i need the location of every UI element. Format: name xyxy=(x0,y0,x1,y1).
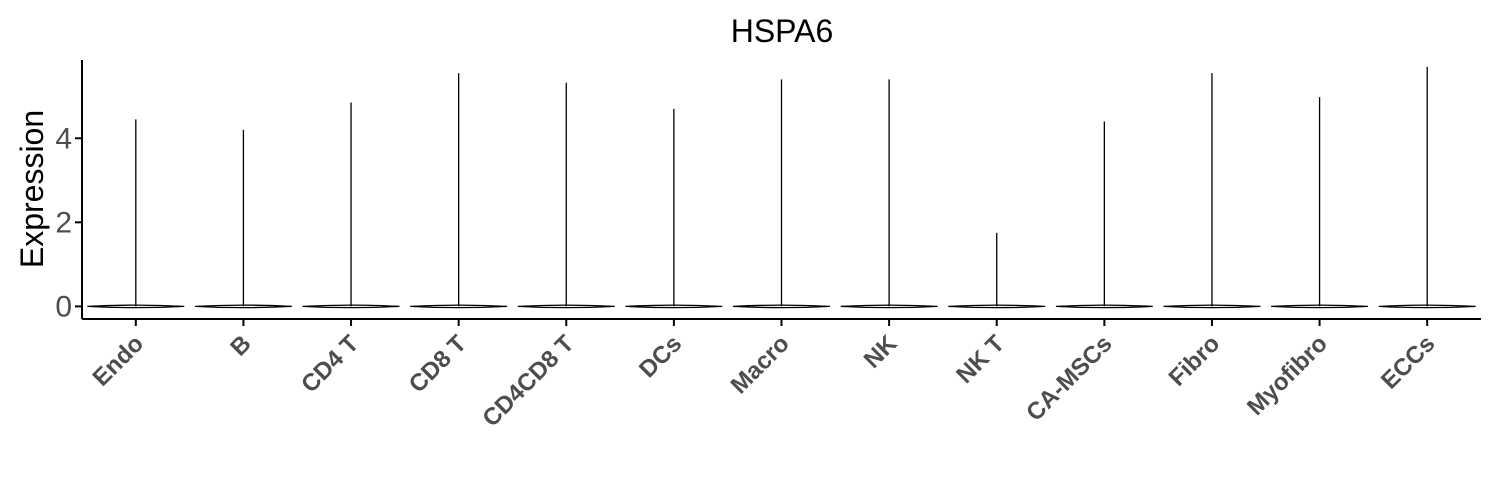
y-tick-label: 4 xyxy=(55,122,72,155)
violin-cd4-t xyxy=(302,102,400,309)
violin-body xyxy=(302,304,400,309)
y-axis-label: Expression xyxy=(14,110,50,268)
chart-title: HSPA6 xyxy=(731,13,834,49)
x-tick-label: NK xyxy=(859,330,903,374)
violin-body xyxy=(840,304,938,309)
violin-body xyxy=(194,304,292,309)
x-tick-label: CD8 T xyxy=(404,330,472,398)
violin-body xyxy=(733,304,830,309)
violin-body xyxy=(625,304,723,309)
violin-group xyxy=(87,66,1476,309)
violin-body xyxy=(517,304,615,309)
x-tick-label: ECCs xyxy=(1376,330,1440,394)
x-tick-label: CD4 T xyxy=(296,330,364,398)
x-tick-label: Myofibro xyxy=(1242,330,1333,421)
x-tick-label: CA-MSCs xyxy=(1021,330,1117,426)
violin-nk xyxy=(840,79,938,309)
x-axis: Endo B CD4 T CD8 T CD4CD8 T DCs Macro NK NK T CA-… xyxy=(82,318,1481,432)
violin-macro xyxy=(733,79,830,309)
x-tick-label: Macro xyxy=(726,330,795,399)
x-tick-label: NK T xyxy=(951,330,1010,389)
violin-nk-t xyxy=(948,232,1046,309)
violin-body xyxy=(1163,304,1261,309)
violin-body xyxy=(410,304,508,309)
violin-cd8-t xyxy=(410,73,508,309)
violin-body xyxy=(87,304,185,309)
x-tick-label: DCs xyxy=(634,330,687,383)
violin-ca-mscs xyxy=(1055,121,1153,309)
x-tick-label: B xyxy=(225,330,256,361)
x-tick-label: Fibro xyxy=(1164,330,1226,392)
x-tick-label: Endo xyxy=(88,330,150,392)
violin-endo xyxy=(87,119,185,309)
y-axis: 0 2 4 xyxy=(55,60,83,323)
violin-body xyxy=(1378,304,1476,309)
violin-body xyxy=(948,304,1046,309)
y-tick-label: 0 xyxy=(55,290,72,323)
violin-body xyxy=(1271,304,1369,309)
violin-fibro xyxy=(1163,73,1261,309)
violin-dcs xyxy=(625,108,723,309)
y-tick-label: 2 xyxy=(55,206,72,239)
violin-cd4cd8-t xyxy=(517,82,615,309)
violin-body xyxy=(1055,304,1153,309)
violin-myofibro xyxy=(1271,97,1369,309)
x-tick-label: CD4CD8 T xyxy=(477,330,579,432)
violin-eccs xyxy=(1378,66,1476,309)
violin-b xyxy=(194,129,292,309)
